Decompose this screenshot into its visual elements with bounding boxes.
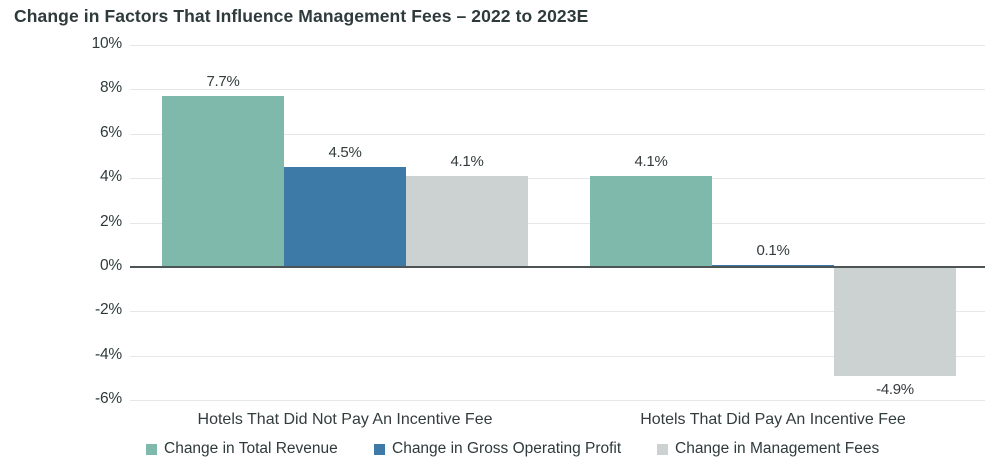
x-category-label-2: Hotels That Did Pay An Incentive Fee <box>640 411 906 428</box>
legend: Change in Total Revenue Change in Gross O… <box>0 440 1000 462</box>
legend-item-1: Change in Total Revenue <box>146 440 338 458</box>
gridline <box>130 133 985 135</box>
y-tick-label: -6% <box>95 390 122 407</box>
chart-title: Change in Factors That Influence Managem… <box>14 6 589 26</box>
gridline <box>130 89 985 91</box>
y-tick-label: 4% <box>99 168 122 186</box>
legend-label: Change in Total Revenue <box>164 440 338 457</box>
bar-value-label: 0.1% <box>756 241 790 259</box>
bar-value-label: 4.5% <box>328 144 362 162</box>
gridline <box>130 45 985 46</box>
bar-2-1 <box>590 175 712 267</box>
y-tick-label: 10% <box>91 35 123 52</box>
y-tick-label: -2% <box>95 301 122 319</box>
legend-swatch-icon <box>146 443 157 455</box>
y-tick-label: 6% <box>99 123 122 141</box>
legend-label: Change in Gross Operating Profit <box>392 440 622 457</box>
bar-value-label: 7.7% <box>206 73 240 91</box>
bar-1-2 <box>284 167 406 267</box>
bar-2-2 <box>712 264 834 267</box>
gridline <box>130 178 985 180</box>
bar-1-3 <box>406 175 528 267</box>
y-axis: 10% 8% 6% 4% 2% 0% -2% -4% -6% <box>0 35 123 407</box>
gridline <box>130 222 985 224</box>
y-tick-label: -4% <box>95 345 122 363</box>
legend-item-3: Change in Management Fees <box>657 440 879 458</box>
x-category-label-1: Hotels That Did Not Pay An Incentive Fee <box>197 411 493 428</box>
legend-swatch-icon <box>374 443 385 455</box>
gridline <box>130 355 985 357</box>
y-tick-label: 2% <box>99 212 122 230</box>
gridline <box>130 400 985 401</box>
y-tick-label: 0% <box>99 256 122 274</box>
legend-item-2: Change in Gross Operating Profit <box>374 440 621 458</box>
y-tick-label: 8% <box>99 79 122 97</box>
gridline <box>130 311 985 313</box>
zero-axis-line <box>130 265 985 268</box>
legend-swatch-icon <box>657 443 668 455</box>
bar-2-3 <box>834 266 956 376</box>
bar-value-label: 4.1% <box>634 152 668 170</box>
bar-value-label: 4.1% <box>450 152 484 170</box>
legend-label: Change in Management Fees <box>675 440 880 457</box>
plot-area: 7.7% 4.5% 4.1% 4.1% 0.1% -4.9% <box>130 45 985 401</box>
bar-1-1 <box>162 96 284 267</box>
bar-value-label: -4.9% <box>876 380 914 398</box>
